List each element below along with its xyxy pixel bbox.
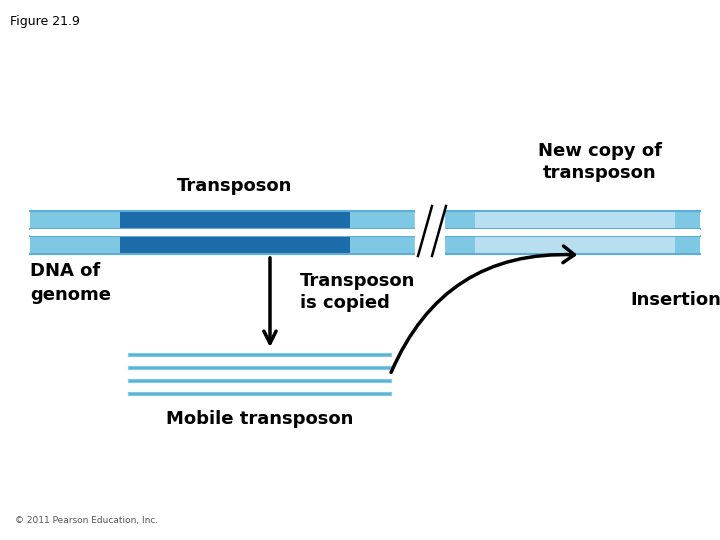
Bar	[445, 211, 700, 229]
Bar	[445, 236, 700, 254]
Bar	[120, 236, 350, 254]
Bar	[120, 211, 350, 229]
Bar	[445, 229, 700, 236]
Bar	[475, 211, 675, 229]
Bar	[30, 236, 415, 254]
Bar	[415, 209, 445, 256]
Text: Mobile transposon: Mobile transposon	[166, 410, 354, 428]
Bar	[475, 236, 675, 254]
Text: DNA of
genome: DNA of genome	[30, 262, 111, 303]
Bar	[30, 211, 415, 229]
Bar	[30, 229, 415, 236]
Text: Insertion: Insertion	[630, 291, 720, 309]
Text: Figure 21.9: Figure 21.9	[10, 15, 80, 28]
Text: Transposon
is copied: Transposon is copied	[300, 272, 415, 312]
Text: © 2011 Pearson Education, Inc.: © 2011 Pearson Education, Inc.	[15, 516, 158, 525]
Text: Transposon: Transposon	[177, 177, 293, 195]
Text: New copy of
transposon: New copy of transposon	[538, 142, 662, 182]
FancyArrowPatch shape	[391, 246, 575, 373]
